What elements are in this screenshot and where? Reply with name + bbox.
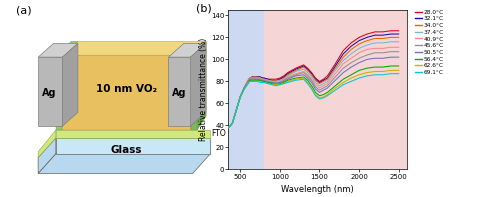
Polygon shape bbox=[56, 138, 210, 154]
Text: (a): (a) bbox=[16, 6, 32, 16]
Polygon shape bbox=[38, 130, 56, 158]
Polygon shape bbox=[38, 43, 78, 57]
Polygon shape bbox=[56, 130, 210, 138]
Text: FTO: FTO bbox=[211, 129, 226, 138]
Y-axis label: Relative transmittance (%): Relative transmittance (%) bbox=[198, 38, 207, 141]
Polygon shape bbox=[38, 57, 62, 126]
Polygon shape bbox=[38, 154, 210, 173]
Text: (b): (b) bbox=[196, 4, 211, 13]
Polygon shape bbox=[190, 43, 205, 126]
Polygon shape bbox=[190, 55, 197, 130]
Polygon shape bbox=[62, 41, 205, 55]
X-axis label: Wavelength (nm): Wavelength (nm) bbox=[281, 185, 353, 194]
Polygon shape bbox=[168, 57, 190, 126]
Text: Ag: Ag bbox=[172, 88, 186, 98]
Bar bbox=[264, 10, 406, 169]
Polygon shape bbox=[168, 43, 205, 57]
Polygon shape bbox=[62, 43, 78, 126]
Text: Glass: Glass bbox=[111, 145, 142, 155]
Polygon shape bbox=[62, 55, 190, 130]
Polygon shape bbox=[190, 41, 205, 130]
Text: Ag: Ag bbox=[42, 88, 56, 98]
Polygon shape bbox=[190, 41, 205, 55]
Polygon shape bbox=[56, 55, 62, 130]
Polygon shape bbox=[197, 41, 205, 130]
Bar bbox=[228, 10, 264, 169]
Legend: 28.0°C, 32.1°C, 34.0°C, 37.4°C, 40.9°C, 45.6°C, 50.5°C, 56.4°C, 62.6°C, 69.1°C: 28.0°C, 32.1°C, 34.0°C, 37.4°C, 40.9°C, … bbox=[414, 10, 443, 75]
Polygon shape bbox=[38, 138, 56, 173]
Polygon shape bbox=[56, 41, 78, 55]
Text: 10 nm VO₂: 10 nm VO₂ bbox=[96, 84, 157, 94]
